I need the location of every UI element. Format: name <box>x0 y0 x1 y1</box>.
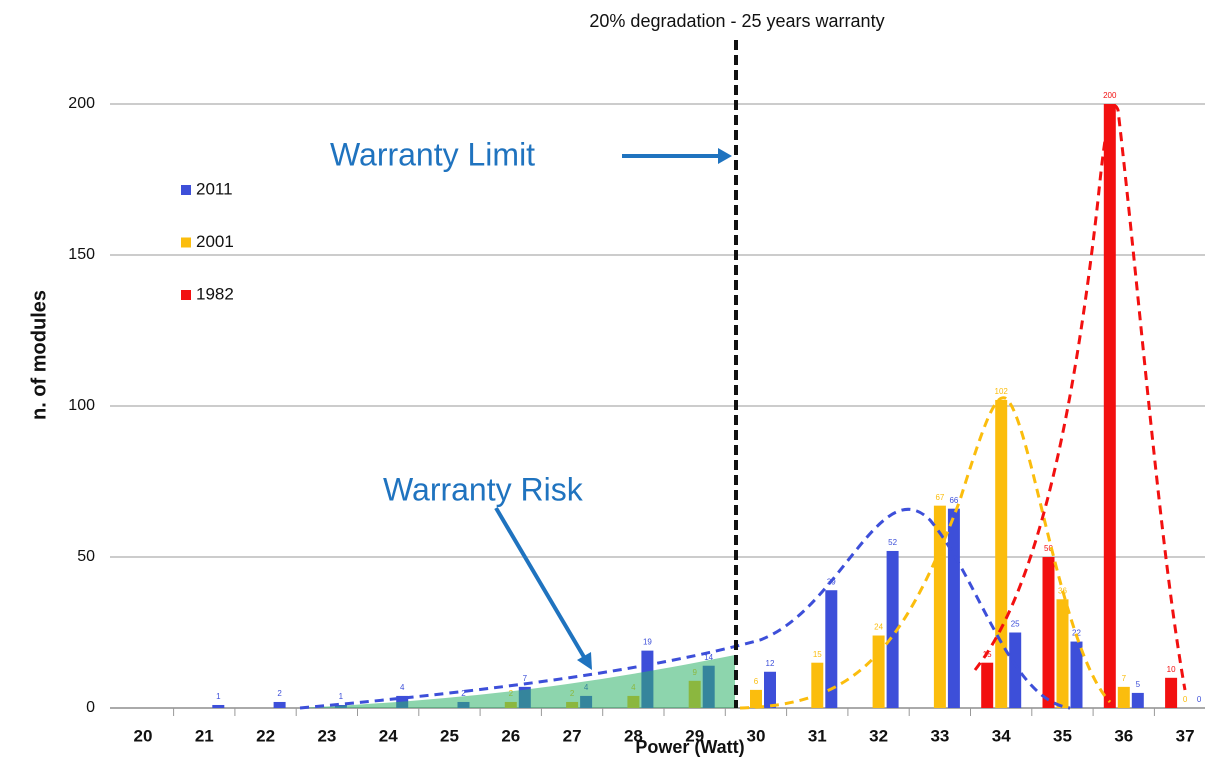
x-tick-label: 27 <box>563 726 582 745</box>
fit-2011 <box>299 507 1071 710</box>
risk-area <box>300 655 735 708</box>
value-label: 67 <box>935 493 944 502</box>
value-label: 14 <box>704 653 713 662</box>
risk-arrowhead <box>577 652 592 670</box>
bar <box>212 704 225 708</box>
x-tick-label: 23 <box>317 726 336 745</box>
legend-swatch <box>181 185 191 195</box>
x-tick-label: 25 <box>440 726 459 745</box>
bar <box>1056 599 1069 708</box>
annotation-limit: Warranty Limit <box>330 136 535 172</box>
legend-label: 1982 <box>196 284 234 303</box>
value-label: 0 <box>1183 695 1188 704</box>
x-tick-label: 34 <box>992 726 1011 745</box>
value-label: 50 <box>1044 544 1053 553</box>
value-label: 2 <box>277 689 282 698</box>
value-label: 2 <box>461 689 466 698</box>
value-label: 1 <box>216 692 221 701</box>
y-tick-label: 200 <box>68 95 95 112</box>
value-label: 7 <box>523 674 528 683</box>
legend-swatch <box>181 290 191 300</box>
value-label: 5 <box>1136 680 1141 689</box>
bar <box>872 635 885 708</box>
bar <box>273 701 286 708</box>
bar <box>750 689 762 708</box>
value-label: 52 <box>888 538 897 547</box>
value-label: 22 <box>1072 629 1081 638</box>
bar <box>1103 104 1116 708</box>
value-label: 1 <box>339 692 344 701</box>
value-label: 102 <box>995 387 1009 396</box>
risk-arrow <box>494 506 586 659</box>
value-label: 4 <box>400 683 405 692</box>
x-tick-label: 32 <box>869 726 888 745</box>
legend-label: 2011 <box>196 179 233 198</box>
value-label: 25 <box>1011 620 1020 629</box>
value-label: 12 <box>766 659 775 668</box>
bar <box>764 671 776 708</box>
bar <box>981 662 994 708</box>
value-label: 7 <box>1122 674 1127 683</box>
bar <box>886 550 899 708</box>
bar <box>811 662 824 708</box>
bar <box>1042 557 1055 708</box>
value-label: 15 <box>813 650 822 659</box>
bar <box>1165 677 1178 708</box>
bar <box>1009 632 1022 708</box>
x-tick-label: 33 <box>930 726 949 745</box>
x-tick-label: 29 <box>685 726 704 745</box>
y-tick-label: 150 <box>68 246 95 263</box>
x-axis-title: Power (Watt) <box>635 737 744 757</box>
fit-1982 <box>973 104 1187 691</box>
x-tick-label: 24 <box>379 726 398 745</box>
bar <box>1070 641 1083 708</box>
annotation-top: 20% degradation - 25 years warranty <box>589 11 884 31</box>
x-tick-label: 37 <box>1176 726 1195 745</box>
y-tick-label: 100 <box>68 397 95 414</box>
legend-label: 2001 <box>196 232 234 251</box>
limit-arrowhead <box>718 148 732 164</box>
bar <box>995 399 1008 708</box>
value-label: 24 <box>874 623 883 632</box>
x-tick-label: 35 <box>1053 726 1072 745</box>
y-tick-label: 50 <box>77 548 95 565</box>
annotation-risk: Warranty Risk <box>383 471 584 507</box>
bar <box>933 505 946 708</box>
x-tick-label: 26 <box>501 726 520 745</box>
value-label: 66 <box>949 496 958 505</box>
x-tick-label: 28 <box>624 726 643 745</box>
value-label: 200 <box>1103 91 1117 100</box>
bar <box>947 508 960 708</box>
x-tick-label: 30 <box>747 726 766 745</box>
x-tick-label: 22 <box>256 726 275 745</box>
value-label: 0 <box>1197 695 1202 704</box>
y-axis-title: n. of modules <box>28 290 50 420</box>
x-tick-label: 36 <box>1114 726 1133 745</box>
y-tick-label: 0 <box>86 699 95 716</box>
fit-2001 <box>739 396 1112 710</box>
value-label: 6 <box>754 677 759 686</box>
bar <box>825 590 838 708</box>
x-tick-label: 31 <box>808 726 827 745</box>
bar <box>1131 692 1144 708</box>
value-label: 10 <box>1167 665 1176 674</box>
bar <box>1117 686 1130 708</box>
x-tick-label: 20 <box>134 726 153 745</box>
legend-swatch <box>181 237 191 248</box>
value-label: 19 <box>643 638 652 647</box>
x-tick-label: 21 <box>195 726 214 745</box>
